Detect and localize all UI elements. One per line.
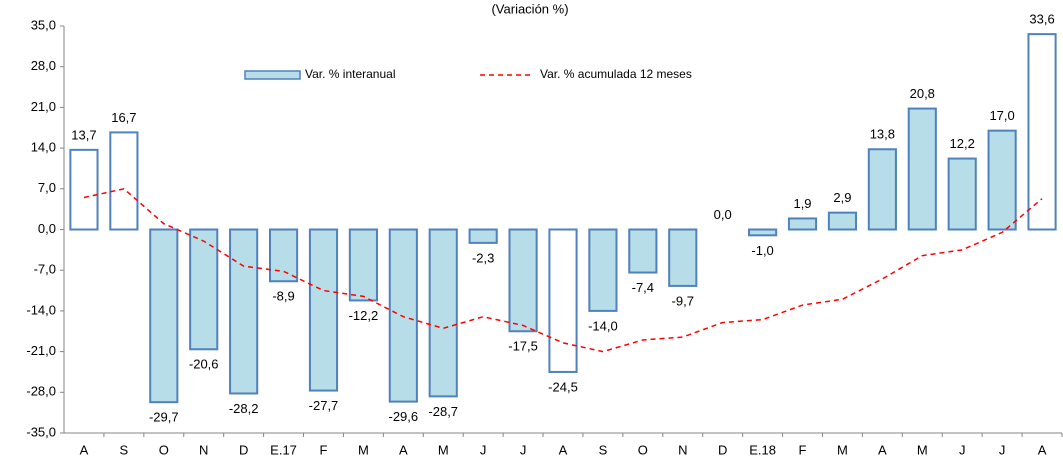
y-tick-label: 35,0	[31, 17, 56, 32]
bar	[468, 228, 498, 244]
bar	[867, 148, 897, 231]
line	[83, 187, 1043, 353]
value-label: -17,5	[508, 339, 538, 354]
value-label: -27,7	[309, 398, 339, 413]
bar	[628, 228, 658, 274]
bar	[388, 228, 418, 403]
bar	[907, 107, 937, 231]
y-tick-label: -28,0	[26, 384, 56, 399]
y-tick-label: -35,0	[26, 424, 56, 439]
x-tick-label: N	[678, 442, 687, 457]
value-label: -29,6	[388, 409, 418, 424]
bar	[268, 228, 299, 283]
value-label: -1,0	[751, 243, 773, 258]
value-label: -14,0	[588, 318, 618, 333]
legend-label: Var. % acumulada 12 meses	[540, 67, 692, 81]
value-label: 13,8	[870, 127, 895, 142]
x-tick-label: A	[399, 442, 408, 457]
value-label: 20,8	[910, 86, 935, 101]
y-tick-label: 14,0	[31, 140, 56, 155]
bar	[668, 228, 698, 287]
y-tick-label: -21,0	[26, 343, 56, 358]
x-tick-label: M	[358, 442, 369, 457]
y-tick-label: 28,0	[31, 58, 56, 73]
bar	[508, 228, 538, 333]
bar	[348, 228, 378, 302]
bar	[189, 228, 219, 351]
value-label: -7,4	[632, 280, 654, 295]
x-tick-label: S	[599, 442, 608, 457]
chart-title: (Variación %)	[491, 1, 568, 16]
value-label: -28,7	[428, 404, 458, 419]
x-tick-label: F	[799, 442, 807, 457]
legend-label: Var. % interanual	[305, 67, 396, 81]
y-tick-label: -14,0	[26, 302, 56, 317]
x-tick-label: M	[438, 442, 449, 457]
bar	[548, 228, 578, 373]
x-tick-label: J	[520, 442, 527, 457]
value-label: -24,5	[548, 379, 578, 394]
value-label: 1,9	[793, 196, 811, 211]
value-label: 16,7	[111, 110, 136, 125]
value-label: -9,7	[672, 293, 694, 308]
x-tick-label: N	[199, 442, 208, 457]
x-tick-label: M	[837, 442, 848, 457]
value-label: -20,6	[189, 357, 219, 372]
bar	[827, 211, 858, 231]
x-tick-label: J	[999, 442, 1006, 457]
bar	[987, 129, 1017, 231]
legend-swatch	[244, 70, 301, 80]
x-tick-label: A	[80, 442, 89, 457]
bar	[947, 157, 977, 231]
bar	[588, 228, 618, 312]
value-label: -29,7	[149, 410, 179, 425]
x-tick-label: A	[878, 442, 887, 457]
bar	[308, 228, 339, 392]
x-tick-label: E.18	[749, 442, 776, 457]
x-tick-label: A	[559, 442, 568, 457]
y-tick-label: 7,0	[38, 180, 56, 195]
value-label: 2,9	[833, 190, 851, 205]
x-tick-label: A	[1038, 442, 1047, 457]
y-tick-label: 21,0	[31, 99, 56, 114]
bar	[229, 228, 259, 395]
bar	[109, 131, 139, 231]
x-tick-label: S	[120, 442, 129, 457]
value-label: -8,9	[272, 289, 294, 304]
value-label: 12,2	[950, 136, 975, 151]
x-tick-label: J	[959, 442, 966, 457]
bar	[748, 228, 778, 237]
value-label: -2,3	[472, 250, 494, 265]
x-tick-label: M	[917, 442, 928, 457]
value-label: 0,0	[714, 207, 732, 222]
x-tick-label: O	[159, 442, 169, 457]
value-label: -28,2	[229, 401, 259, 416]
bar	[69, 148, 99, 231]
bar	[787, 217, 818, 231]
bar	[149, 228, 179, 404]
value-label: -12,2	[349, 308, 379, 323]
x-tick-label: D	[239, 442, 248, 457]
x-tick-label: E.17	[270, 442, 297, 457]
bar	[1027, 33, 1057, 231]
value-label: 33,6	[1029, 12, 1054, 27]
x-tick-label: J	[480, 442, 487, 457]
x-tick-label: D	[718, 442, 727, 457]
y-tick-label: 0,0	[38, 221, 56, 236]
bar	[428, 228, 458, 398]
x-tick-label: F	[320, 442, 328, 457]
y-tick-label: -7,0	[34, 262, 56, 277]
value-label: 13,7	[71, 127, 96, 142]
x-tick-label: O	[638, 442, 648, 457]
value-label: 17,0	[989, 108, 1014, 123]
